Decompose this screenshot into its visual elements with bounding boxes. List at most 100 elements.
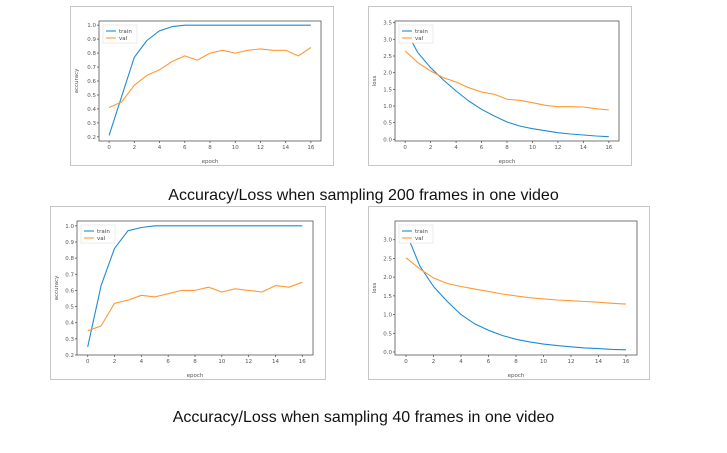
chart-panel-loss-200: 0 2 4 6 8 10 12 14 16 0.0 0.5 1.0 1.5 2.0 2.5 3.0 3.5 epo… [368,6,632,166]
series-line-val [405,257,627,305]
x-tick-label: 12 [245,359,252,365]
y-tick-label: 0.7 [87,65,96,71]
y-tick-label: 1.0 [87,23,96,29]
x-tick-label: 2 [432,359,436,365]
x-tick-label: 16 [605,145,612,151]
y-tick-label: 0.4 [65,321,74,327]
x-tick-label: 14 [272,359,279,365]
x-tick-label: 6 [166,359,170,365]
y-tick-label: 0.5 [65,305,74,311]
legend-label-val: val [415,236,424,242]
caption-200-frames: Accuracy/Loss when sampling 200 frames i… [168,187,559,204]
x-tick-label: 16 [307,145,314,151]
series-line-train [108,24,311,136]
y-tick-label: 0.8 [65,256,74,262]
x-tick-label: 0 [403,145,407,151]
chart-panel-accuracy-200: 0 2 4 6 8 10 12 14 16 0.2 0.3 0.4 0.5 0.6 0.7 0.8 0.9 1.0… [70,6,334,166]
chart-accuracy-40: 0 2 4 6 8 10 12 14 16 0.2 0.3 0.4 0.5 0.6 0.7 0.8 0.9 1.0… [54,220,314,379]
series-line-train [405,231,627,351]
y-tick-label: 3.0 [383,37,392,43]
x-tick-label: 12 [554,145,561,151]
y-axis-label: loss [372,283,378,294]
y-axis-label: loss [372,76,378,87]
x-tick-label: 2 [113,359,117,365]
series-line-val [87,281,303,332]
x-tick-label: 16 [623,359,630,365]
y-tick-label: 2.0 [383,71,392,77]
x-tick-label: 10 [218,359,225,365]
legend-label-train: train [415,229,428,235]
x-axis-label: epoch [508,373,525,379]
y-tick-label: 0.9 [65,240,74,246]
x-tick-label: 2 [429,145,433,151]
y-tick-label: 3.0 [383,238,392,244]
x-tick-label: 8 [505,145,509,151]
x-tick-label: 8 [193,359,197,365]
legend-label-train: train [119,29,132,35]
y-tick-label: 0.4 [87,107,96,113]
y-tick-label: 0.5 [87,93,96,99]
y-tick-label: 0.6 [87,79,96,85]
chart-panel-accuracy-40: 0 2 4 6 8 10 12 14 16 0.2 0.3 0.4 0.5 0.6 0.7 0.8 0.9 1.0… [50,206,326,380]
y-tick-label: 0.5 [383,121,392,127]
legend-label-train: train [415,29,428,35]
x-tick-label: 2 [133,145,137,151]
series-line-train [87,225,303,348]
y-tick-label: 0.3 [87,121,96,127]
x-tick-label: 12 [257,145,264,151]
x-tick-label: 8 [208,145,212,151]
y-tick-label: 0.6 [65,288,74,294]
y-tick-label: 3.5 [383,21,392,27]
x-tick-label: 14 [595,359,602,365]
x-tick-label: 6 [183,145,187,151]
y-tick-label: 1.5 [383,294,392,300]
legend-label-val: val [97,236,106,242]
chart-accuracy-200: 0 2 4 6 8 10 12 14 16 0.2 0.3 0.4 0.5 0.6 0.7 0.8 0.9 1.0… [74,20,322,165]
x-tick-label: 14 [580,145,587,151]
y-tick-label: 2.5 [383,256,392,262]
y-tick-label: 0.2 [87,135,96,141]
y-tick-label: 0.5 [383,331,392,337]
x-tick-label: 4 [158,145,162,151]
x-axis-label: epoch [187,373,204,379]
chart-loss-200: 0 2 4 6 8 10 12 14 16 0.0 0.5 1.0 1.5 2.0 2.5 3.0 3.5 epo… [372,20,620,165]
y-tick-label: 0.0 [383,350,392,356]
legend-label-val: val [415,36,424,42]
x-tick-label: 4 [140,359,144,365]
y-tick-label: 1.0 [383,104,392,110]
x-tick-label: 6 [487,359,491,365]
y-tick-label: 0.7 [65,272,74,278]
y-axis-label: accuracy [54,275,60,301]
y-tick-label: 0.2 [65,353,74,359]
x-tick-label: 10 [540,359,547,365]
series-line-val [108,47,312,109]
caption-40-frames: Accuracy/Loss when sampling 40 frames in… [172,409,555,426]
legend-label-train: train [97,229,110,235]
y-tick-label: 1.5 [383,87,392,93]
series-line-train [404,29,609,138]
x-axis-label: epoch [202,159,219,165]
x-tick-label: 10 [529,145,536,151]
x-tick-label: 0 [404,359,408,365]
y-tick-label: 2.0 [383,275,392,281]
x-tick-label: 8 [514,359,518,365]
x-tick-label: 0 [86,359,90,365]
y-tick-label: 0.9 [87,37,96,43]
y-tick-label: 0.8 [87,51,96,57]
y-axis-label: accuracy [74,68,80,94]
y-tick-label: 1.0 [383,313,392,319]
y-tick-label: 2.5 [383,54,392,60]
x-tick-label: 12 [568,359,575,365]
series-line-val [404,50,609,111]
x-tick-label: 4 [454,145,458,151]
x-tick-label: 0 [107,145,111,151]
x-tick-label: 4 [459,359,463,365]
y-tick-label: 0.0 [383,137,392,143]
legend-label-val: val [119,36,128,42]
y-tick-label: 0.3 [65,337,74,343]
chart-panel-loss-40: 0 2 4 6 8 10 12 14 16 0.0 0.5 1.0 1.5 2.0 2.5 3.0 epoch l… [368,206,650,380]
x-tick-label: 6 [480,145,484,151]
x-tick-label: 16 [299,359,306,365]
chart-loss-40: 0 2 4 6 8 10 12 14 16 0.0 0.5 1.0 1.5 2.0 2.5 3.0 epoch l… [372,220,638,379]
y-tick-label: 1.0 [65,224,74,230]
